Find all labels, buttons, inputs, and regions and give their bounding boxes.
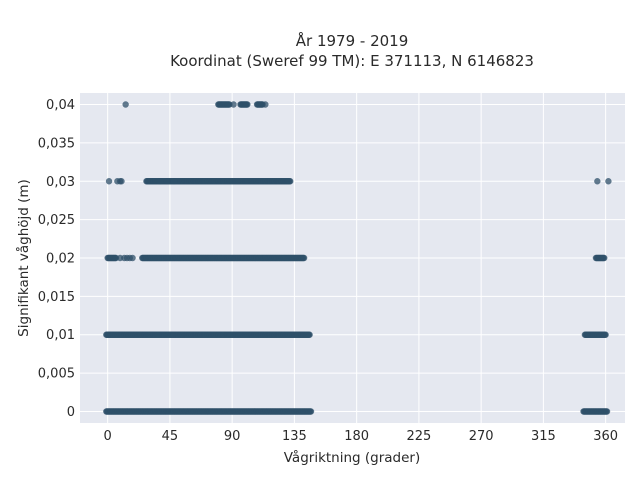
x-tick-labels: 0 45 90 135 180 225 270 315 360 <box>104 429 619 444</box>
x-tick-label: 360 <box>593 429 618 444</box>
x-tick-label: 270 <box>469 429 494 444</box>
x-tick-label: 90 <box>224 429 241 444</box>
x-axis-label: Vågriktning (grader) <box>284 449 421 466</box>
data-point <box>603 408 611 415</box>
data-point <box>262 101 269 108</box>
y-tick-label: 0,005 <box>38 367 75 382</box>
data-point <box>129 254 136 262</box>
points-layer <box>103 101 612 415</box>
data-point <box>122 101 129 108</box>
x-tick-label: 45 <box>162 429 179 444</box>
y-tick-labels: 0 0,005 0,01 0,015 0,02 0,025 0,03 0,035 0,04 <box>38 98 75 420</box>
y-tick-label: 0,04 <box>46 98 75 113</box>
data-point <box>300 254 308 262</box>
y-tick-label: 0,03 <box>46 175 75 190</box>
data-point <box>105 178 113 185</box>
x-tick-label: 315 <box>531 429 556 444</box>
chart-title-line-1: År 1979 - 2019 <box>296 31 409 50</box>
x-tick-label: 0 <box>104 429 112 444</box>
data-point <box>244 101 251 108</box>
data-point <box>306 331 313 338</box>
data-point <box>118 178 125 185</box>
grid-layer <box>80 93 625 423</box>
y-tick-label: 0,035 <box>38 136 75 151</box>
y-tick-label: 0 <box>67 405 75 420</box>
data-point <box>170 178 178 185</box>
chart-title-line-2: Koordinat (Sweref 99 TM): E 371113, N 61… <box>170 52 534 70</box>
data-point <box>605 178 612 185</box>
y-tick-label: 0,01 <box>46 328 75 343</box>
data-point <box>230 101 237 108</box>
y-axis-label: Signifikant våghöjd (m) <box>15 179 32 337</box>
data-point <box>163 178 171 185</box>
data-point <box>594 178 601 185</box>
x-tick-label: 180 <box>344 429 369 444</box>
data-point <box>602 331 609 338</box>
y-tick-label: 0,02 <box>46 252 75 267</box>
y-tick-label: 0,025 <box>38 213 75 228</box>
data-point <box>307 408 315 415</box>
data-point <box>287 178 294 185</box>
x-tick-label: 135 <box>282 429 307 444</box>
data-point <box>601 254 608 262</box>
x-tick-label: 225 <box>406 429 431 444</box>
data-point <box>157 178 164 185</box>
y-tick-label: 0,015 <box>38 290 75 305</box>
